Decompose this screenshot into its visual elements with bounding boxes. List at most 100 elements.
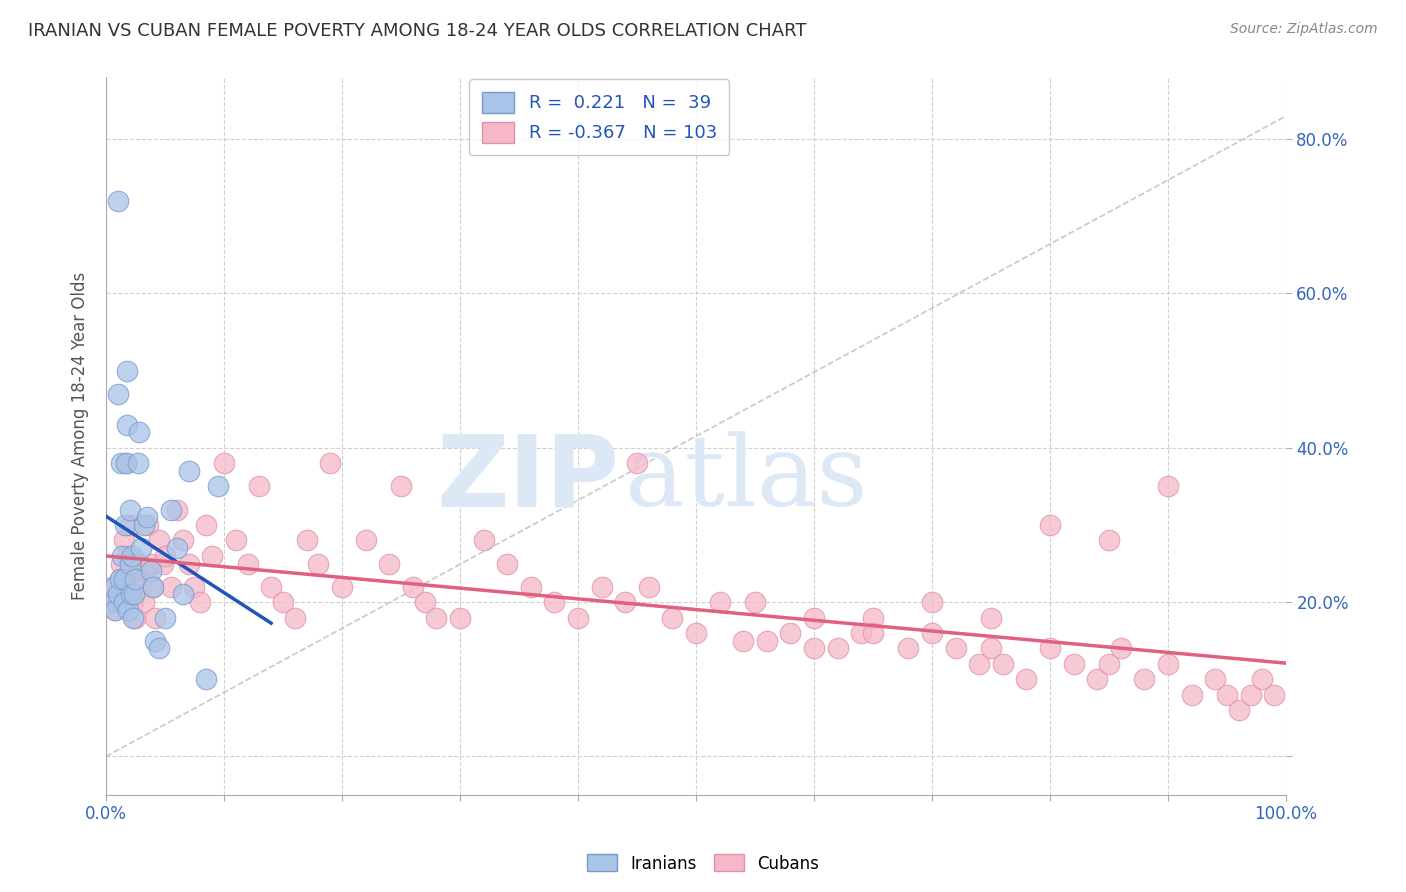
Point	[1216, 688, 1239, 702]
Point	[744, 595, 766, 609]
Point	[543, 595, 565, 609]
Point	[1239, 688, 1261, 702]
Point	[849, 626, 872, 640]
Point	[172, 533, 194, 548]
Point	[980, 641, 1002, 656]
Point	[131, 580, 153, 594]
Point	[1251, 673, 1274, 687]
Point	[122, 595, 145, 609]
Point	[626, 456, 648, 470]
Point	[1204, 673, 1226, 687]
Point	[110, 456, 132, 470]
Point	[921, 626, 943, 640]
Point	[142, 580, 165, 594]
Point	[120, 564, 142, 578]
Point	[921, 595, 943, 609]
Point	[637, 580, 659, 594]
Point	[114, 518, 136, 533]
Point	[402, 580, 425, 594]
Point	[1015, 673, 1038, 687]
Point	[108, 572, 131, 586]
Point	[897, 641, 920, 656]
Point	[803, 641, 825, 656]
Point	[120, 587, 142, 601]
Point	[117, 580, 139, 594]
Point	[145, 633, 167, 648]
Point	[307, 557, 329, 571]
Point	[183, 580, 205, 594]
Point	[107, 194, 129, 208]
Point	[271, 595, 294, 609]
Point	[148, 641, 170, 656]
Point	[138, 518, 160, 533]
Point	[247, 479, 270, 493]
Point	[172, 587, 194, 601]
Point	[112, 595, 135, 609]
Legend: Iranians, Cubans: Iranians, Cubans	[581, 847, 825, 880]
Point	[121, 587, 143, 601]
Point	[118, 502, 141, 516]
Point	[177, 557, 200, 571]
Point	[108, 572, 131, 586]
Point	[107, 386, 129, 401]
Point	[354, 533, 377, 548]
Point	[1063, 657, 1085, 671]
Point	[862, 610, 884, 624]
Point	[755, 633, 778, 648]
Y-axis label: Female Poverty Among 18-24 Year Olds: Female Poverty Among 18-24 Year Olds	[72, 272, 89, 600]
Point	[139, 564, 162, 578]
Point	[188, 595, 211, 609]
Point	[103, 580, 125, 594]
Point	[132, 595, 155, 609]
Point	[449, 610, 471, 624]
Point	[152, 557, 174, 571]
Point	[115, 417, 138, 432]
Point	[101, 595, 124, 609]
Text: ZIP: ZIP	[436, 431, 619, 528]
Point	[118, 557, 141, 571]
Point	[128, 425, 150, 440]
Point	[967, 657, 990, 671]
Point	[1133, 673, 1156, 687]
Point	[124, 572, 146, 586]
Point	[1227, 703, 1250, 717]
Point	[110, 557, 132, 571]
Point	[212, 456, 235, 470]
Point	[945, 641, 967, 656]
Point	[153, 549, 176, 563]
Point	[131, 541, 153, 556]
Point	[862, 626, 884, 640]
Point	[115, 456, 138, 470]
Point	[122, 610, 145, 624]
Point	[104, 603, 127, 617]
Point	[139, 557, 162, 571]
Point	[177, 464, 200, 478]
Point	[389, 479, 412, 493]
Point	[159, 580, 181, 594]
Point	[145, 610, 167, 624]
Point	[104, 603, 127, 617]
Point	[733, 633, 755, 648]
Point	[107, 587, 129, 601]
Point	[614, 595, 637, 609]
Point	[661, 610, 683, 624]
Point	[127, 564, 149, 578]
Point	[114, 580, 136, 594]
Point	[591, 580, 613, 594]
Text: IRANIAN VS CUBAN FEMALE POVERTY AMONG 18-24 YEAR OLDS CORRELATION CHART: IRANIAN VS CUBAN FEMALE POVERTY AMONG 18…	[28, 22, 807, 40]
Point	[132, 518, 155, 533]
Point	[127, 456, 149, 470]
Point	[118, 518, 141, 533]
Point	[803, 610, 825, 624]
Point	[166, 502, 188, 516]
Point	[567, 610, 589, 624]
Point	[1085, 673, 1108, 687]
Point	[195, 518, 218, 533]
Text: atlas: atlas	[626, 432, 868, 527]
Point	[260, 580, 283, 594]
Point	[115, 456, 138, 470]
Point	[1157, 657, 1180, 671]
Point	[166, 541, 188, 556]
Point	[284, 610, 307, 624]
Point	[378, 557, 401, 571]
